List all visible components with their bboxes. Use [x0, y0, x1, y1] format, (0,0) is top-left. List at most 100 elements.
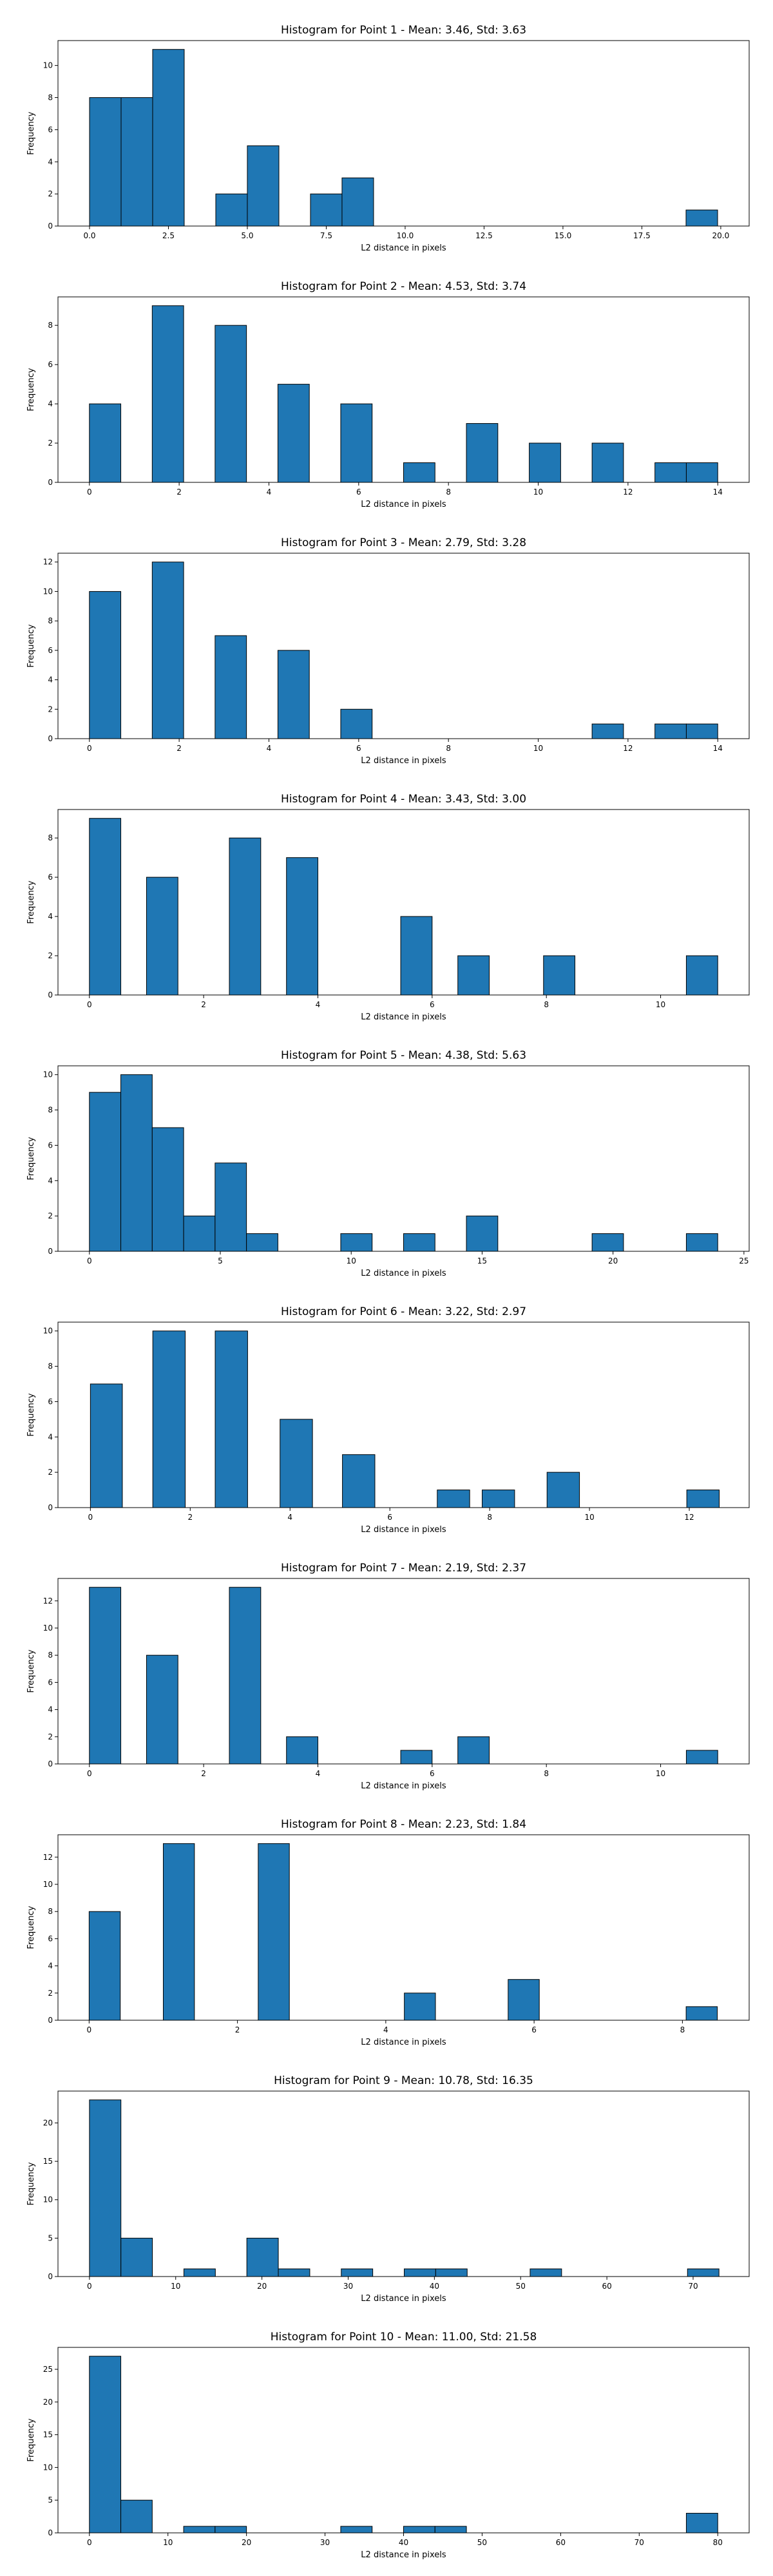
y-tick-label: 2 [48, 705, 53, 714]
x-tick-label: 8 [544, 1000, 549, 1009]
histogram-bar [88, 1911, 121, 2021]
x-tick-label: 12 [623, 744, 633, 753]
chart-title: Histogram for Point 1 - Mean: 3.46, Std:… [281, 24, 526, 37]
chart-title: Histogram for Point 5 - Mean: 4.38, Std:… [281, 1049, 526, 1062]
histogram-bar [215, 1162, 247, 1252]
y-tick-label: 6 [48, 1397, 53, 1406]
y-tick-label: 10 [43, 61, 53, 70]
chart-title: Histogram for Point 6 - Mean: 3.22, Std:… [281, 1305, 526, 1318]
plot-frame [57, 553, 750, 739]
y-axis-label: Frequency [26, 1649, 36, 1692]
histogram-bar [89, 818, 122, 996]
histogram-bar [404, 2268, 436, 2277]
histogram-bar [591, 442, 624, 483]
histogram-bar [508, 1979, 540, 2021]
chart-title: Histogram for Point 8 - Mean: 2.23, Std:… [281, 1818, 526, 1831]
x-tick-label: 0 [87, 2282, 92, 2291]
y-tick-label: 10 [43, 2195, 53, 2204]
x-axis-label: L2 distance in pixels [361, 756, 446, 766]
y-tick-label: 10 [43, 1070, 53, 1079]
histogram-bar [229, 837, 262, 996]
x-tick-label: 6 [430, 1000, 435, 1009]
y-tick-label: 4 [48, 157, 53, 166]
y-tick-label: 15 [43, 2430, 53, 2439]
histogram-bar [90, 1383, 123, 1508]
histogram-bar [215, 193, 248, 227]
x-tick-label: 10 [533, 488, 543, 497]
x-tick-label: 8 [487, 1513, 492, 1522]
chart-title: Histogram for Point 2 - Mean: 4.53, Std:… [281, 280, 526, 293]
histogram-bar [89, 2356, 122, 2533]
histogram-bar [89, 2099, 122, 2277]
y-tick-label: 20 [43, 2398, 53, 2407]
y-tick-label: 10 [43, 2463, 53, 2472]
x-tick-label: 10 [656, 1000, 665, 1009]
histogram-bar [400, 1750, 433, 1765]
chart-title: Histogram for Point 4 - Mean: 3.43, Std:… [281, 793, 526, 806]
y-tick-label: 0 [48, 222, 53, 231]
y-tick-label: 25 [43, 2365, 53, 2374]
histogram-bar [591, 723, 624, 739]
x-tick-label: 0 [87, 1769, 92, 1778]
y-tick-label: 0 [48, 734, 53, 743]
x-tick-label: 20 [257, 2282, 267, 2291]
y-tick-label: 2 [48, 1732, 53, 1741]
y-axis-label: Frequency [26, 1906, 36, 1949]
y-tick-label: 2 [48, 1989, 53, 1998]
y-tick-label: 4 [48, 1432, 53, 1441]
x-tick-label: 6 [387, 1513, 392, 1522]
y-tick-label: 2 [48, 189, 53, 198]
x-tick-label: 8 [544, 1769, 549, 1778]
y-tick-label: 10 [43, 587, 53, 596]
x-tick-label: 10 [584, 1513, 594, 1522]
chart-panel-5: Histogram for Point 5 - Mean: 4.38, Std:… [26, 1049, 750, 1278]
histogram-bar [543, 955, 576, 996]
chart-panel-2: Histogram for Point 2 - Mean: 4.53, Std:… [26, 280, 750, 509]
histogram-bar [151, 562, 184, 739]
histogram-bar [162, 1843, 195, 2021]
x-tick-label: 14 [713, 488, 723, 497]
y-tick-label: 4 [48, 676, 53, 685]
x-axis-label: L2 distance in pixels [361, 1269, 446, 1278]
histogram-bar [89, 1092, 122, 1252]
histogram-bar [286, 857, 318, 996]
histogram-bar [685, 1233, 718, 1252]
histogram-bar [457, 1736, 490, 1765]
y-tick-label: 2 [48, 1211, 53, 1220]
y-axis-label: Frequency [26, 111, 36, 155]
histogram-bar [529, 442, 561, 483]
histogram-bar [277, 650, 310, 739]
plot-frame [57, 2090, 750, 2277]
y-tick-label: 10 [43, 1624, 53, 1633]
histogram-bar [342, 1454, 376, 1508]
y-tick-label: 0 [48, 990, 53, 999]
plot-frame [57, 1834, 750, 2021]
y-axis-label: Frequency [26, 2162, 36, 2205]
y-tick-label: 12 [43, 558, 53, 567]
histogram-bar [246, 2237, 279, 2277]
x-tick-label: 5 [218, 1256, 223, 1265]
histogram-bar [340, 708, 373, 739]
plot-frame [57, 296, 750, 483]
x-tick-label: 17.5 [633, 231, 651, 240]
histogram-bar [152, 1331, 186, 1508]
y-tick-label: 5 [48, 2496, 53, 2505]
y-tick-label: 4 [48, 1705, 53, 1714]
y-tick-label: 0 [48, 1247, 53, 1256]
x-tick-label: 2 [187, 1513, 193, 1522]
histogram-bar [340, 2526, 373, 2533]
chart-panel-8: Histogram for Point 8 - Mean: 2.23, Std:… [26, 1818, 750, 2047]
chart-title: Histogram for Point 3 - Mean: 2.79, Std:… [281, 536, 526, 549]
histogram-bar [400, 916, 433, 996]
histogram-bar [340, 403, 373, 483]
chart-panel-1: Histogram for Point 1 - Mean: 3.46, Std:… [26, 24, 750, 253]
histogram-bar [403, 462, 435, 483]
histogram-bar [89, 1587, 122, 1765]
x-tick-label: 0.0 [83, 231, 95, 240]
histogram-bar [246, 1233, 278, 1252]
y-tick-label: 2 [48, 951, 53, 960]
y-tick-label: 6 [48, 646, 53, 655]
x-tick-label: 10 [656, 1769, 665, 1778]
x-tick-label: 4 [316, 1000, 321, 1009]
x-axis-label: L2 distance in pixels [361, 500, 446, 509]
